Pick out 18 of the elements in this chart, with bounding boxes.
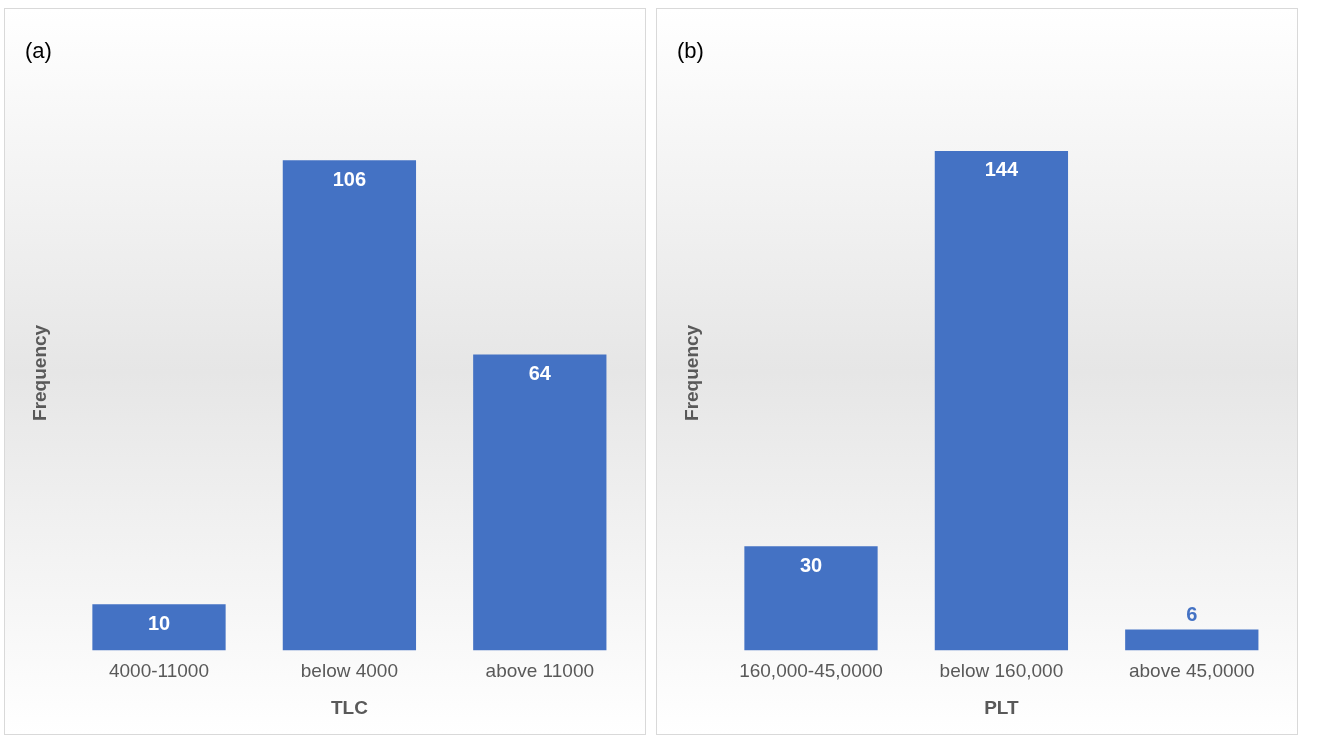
data-label: 144 bbox=[984, 158, 1019, 181]
y-axis-title: Frequency bbox=[28, 324, 50, 421]
x-axis-title: PLT bbox=[984, 696, 1020, 718]
data-label: 30 bbox=[799, 553, 823, 576]
chart-title: (b) bbox=[677, 38, 704, 64]
x-tick-label: below 160,000 bbox=[939, 660, 1064, 682]
x-tick-label: 160,000-45,0000 bbox=[739, 660, 883, 682]
chart-title: (a) bbox=[25, 38, 52, 64]
x-tick-label: above 45,0000 bbox=[1128, 660, 1255, 682]
data-label: 6 bbox=[1186, 603, 1198, 626]
data-label: 64 bbox=[528, 361, 552, 384]
data-label: 10 bbox=[147, 611, 171, 634]
x-tick-label: below 4000 bbox=[300, 660, 398, 682]
y-axis-title: Frequency bbox=[680, 324, 702, 421]
x-tick-label: 4000-11000 bbox=[108, 660, 210, 682]
x-tick-label: above 11000 bbox=[485, 660, 595, 682]
x-axis-title: TLC bbox=[330, 696, 369, 718]
data-label: 106 bbox=[332, 167, 367, 190]
